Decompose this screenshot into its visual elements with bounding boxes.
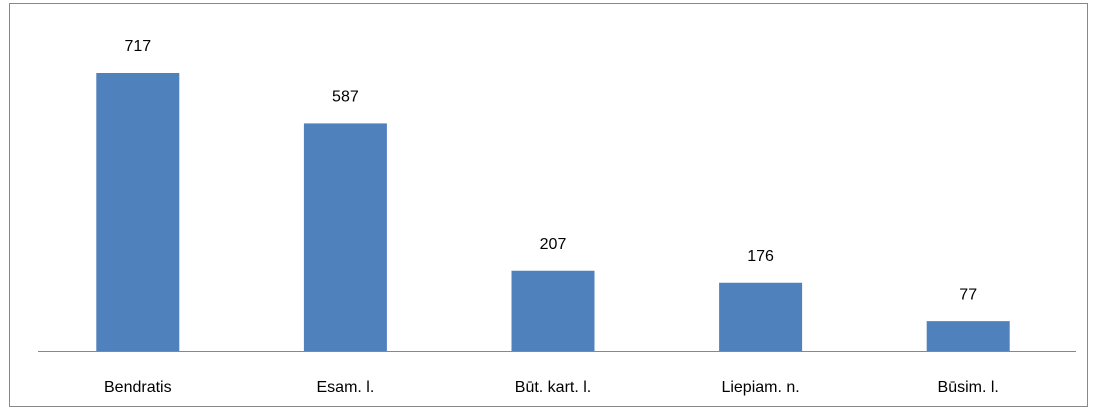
- x-tick-label: Esam. l.: [317, 379, 375, 396]
- bar: [96, 73, 180, 351]
- bar: [926, 321, 1010, 351]
- value-label: 77: [959, 286, 977, 303]
- value-label: 207: [540, 236, 567, 253]
- x-tick-label: Liepiam. n.: [721, 379, 799, 396]
- value-label: 587: [332, 89, 359, 106]
- x-tick-label: Būsim. l.: [938, 379, 999, 396]
- bar: [719, 282, 803, 351]
- x-tick-label: Būt. kart. l.: [515, 379, 591, 396]
- value-label: 717: [124, 38, 151, 55]
- value-label: 176: [747, 248, 774, 265]
- bar: [303, 123, 387, 351]
- x-tick-label: Bendratis: [104, 379, 172, 396]
- bar: [511, 270, 595, 351]
